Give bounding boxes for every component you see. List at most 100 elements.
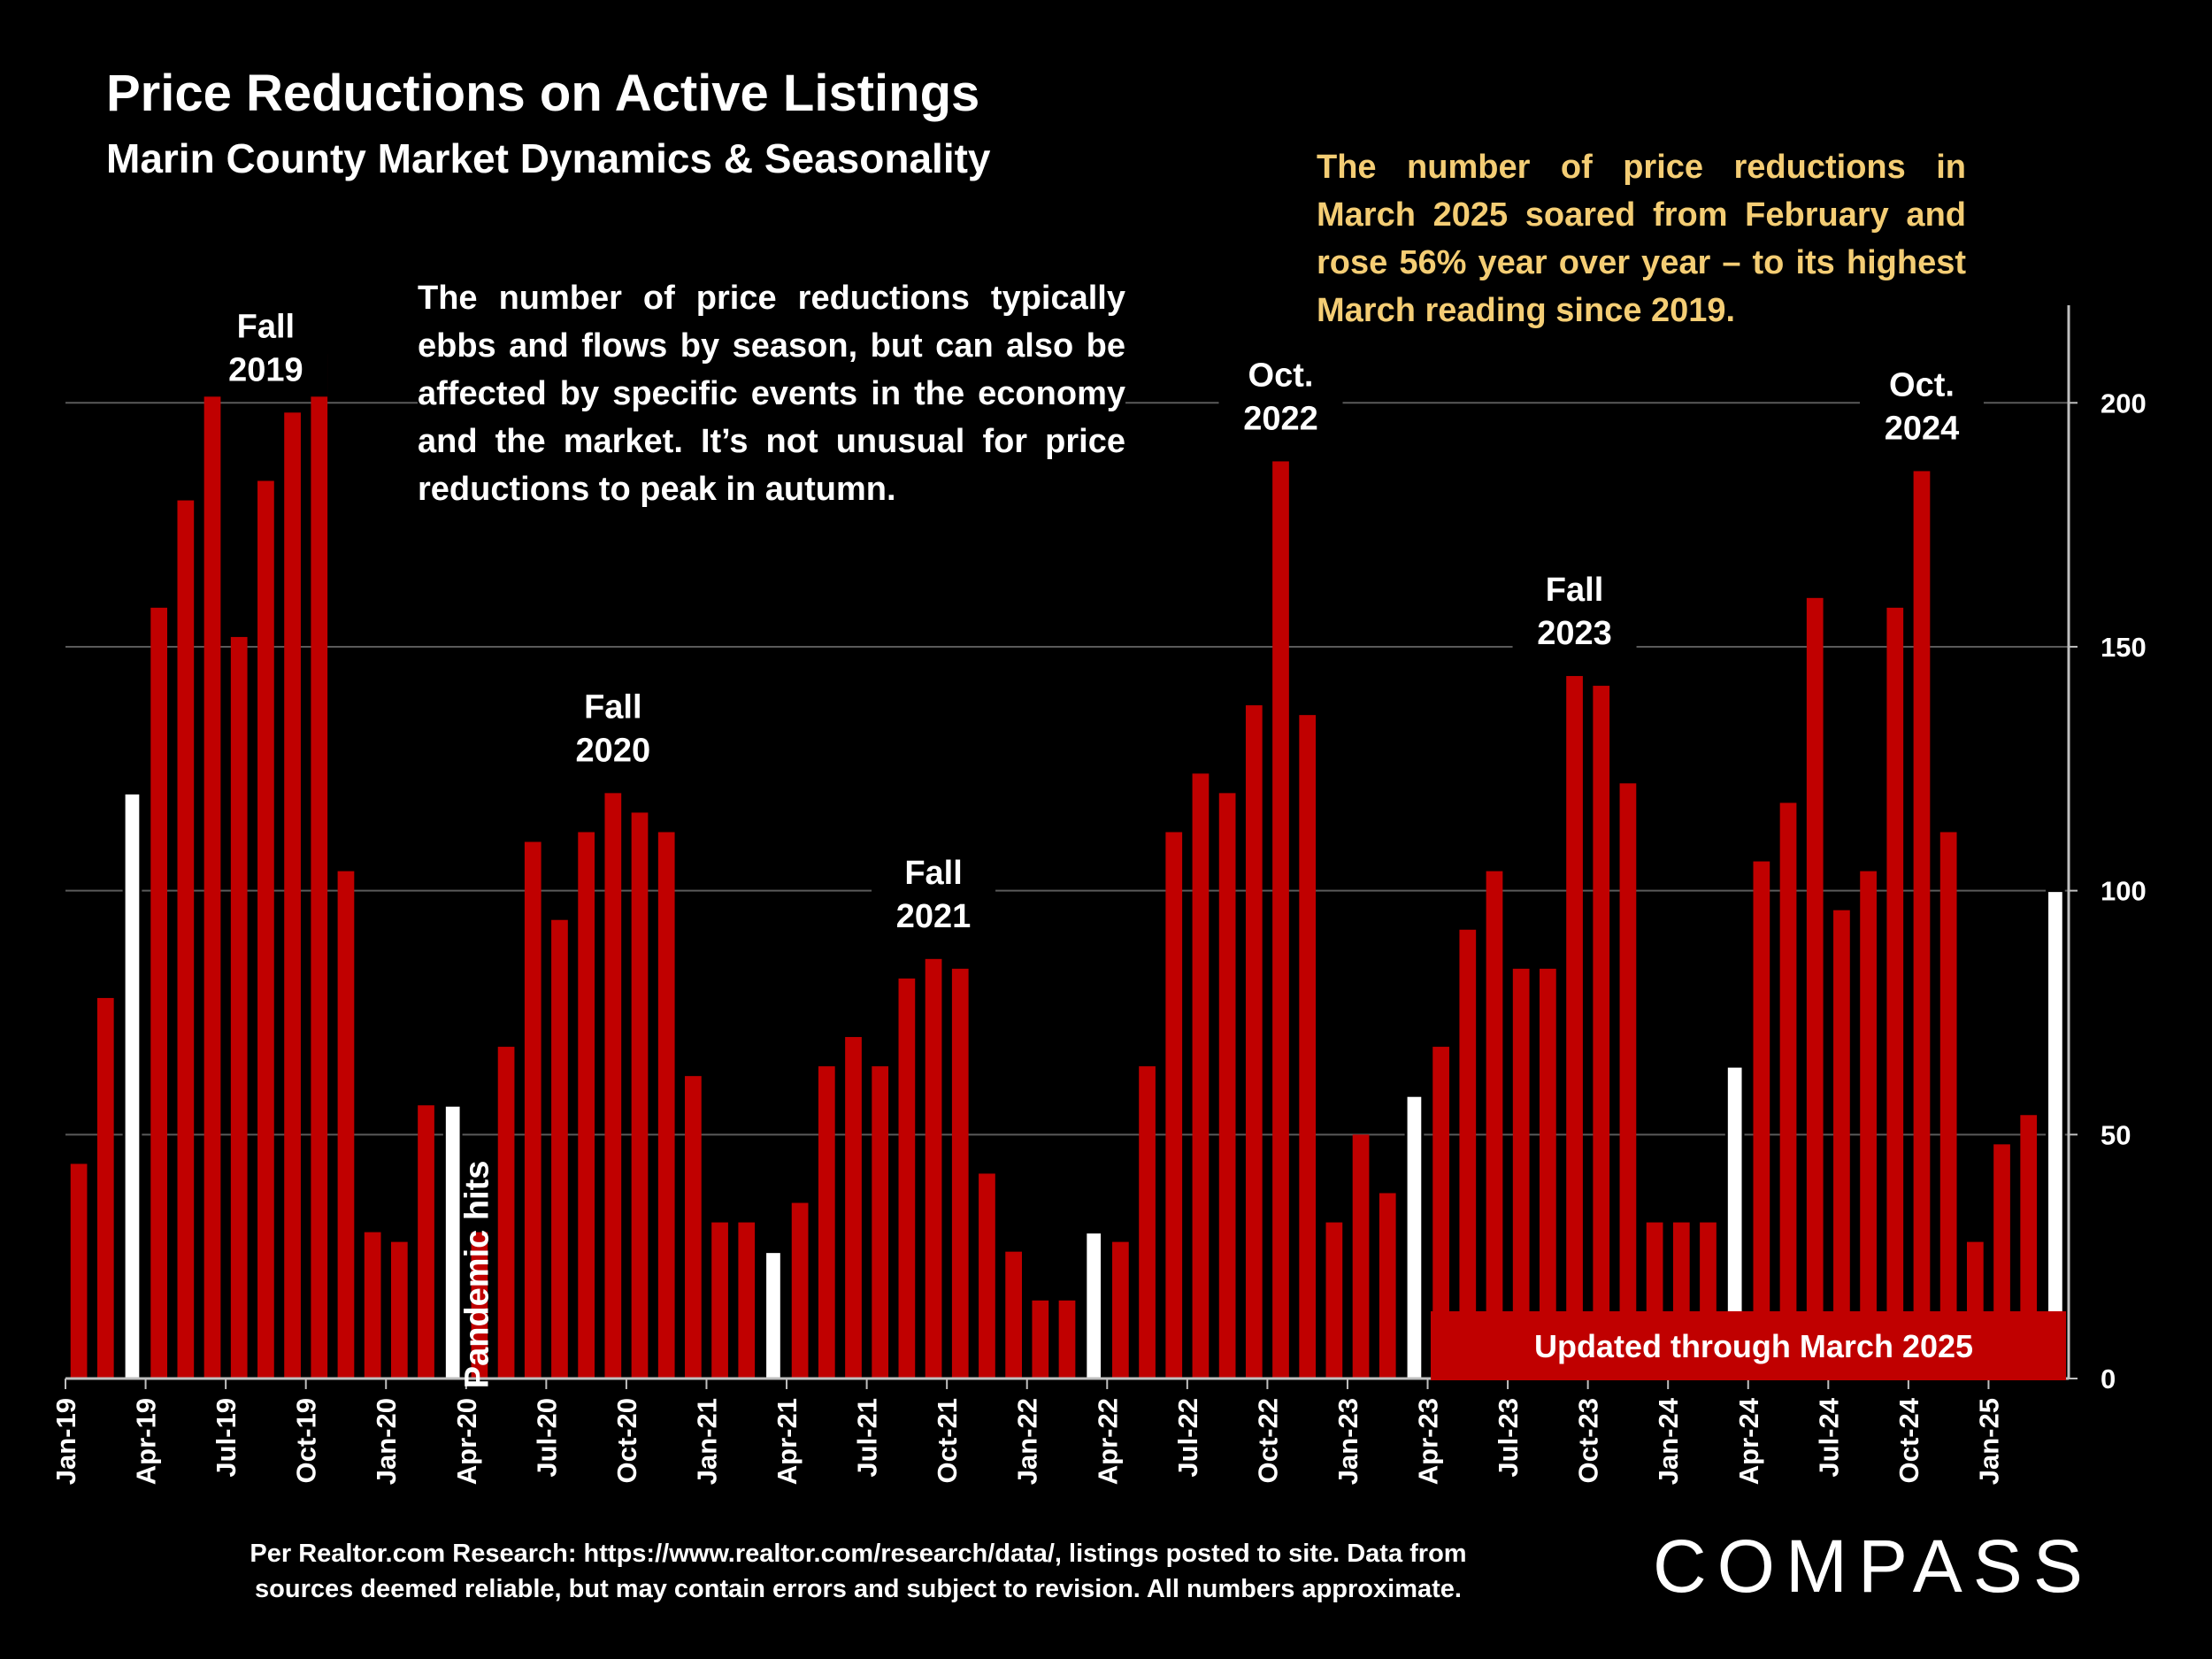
bar-Dec-20 xyxy=(685,1076,702,1379)
annotation-backdrop xyxy=(1512,563,1637,661)
y-tick-150: 150 xyxy=(2101,632,2147,663)
x-tick-Jan-24: Jan-24 xyxy=(1653,1397,1684,1485)
x-tick-Oct-23: Oct-23 xyxy=(1573,1398,1604,1483)
compass-logo: COMPASS xyxy=(1653,1525,2093,1608)
annotation-fall-2020: Fall 2020 xyxy=(550,680,675,778)
annotation-line: 2021 xyxy=(896,898,972,935)
annotations: Fall 2019 Pandemic hits Fall 2020 Fall 2021 Oct… xyxy=(204,299,1984,1388)
bar-Feb-20 xyxy=(418,1105,434,1379)
bar-Oct-24 xyxy=(1913,471,1931,1379)
bar-Sep-20 xyxy=(604,793,622,1379)
bar-Jan-19 xyxy=(70,1164,88,1379)
bar-Nov-19 xyxy=(337,871,355,1379)
bar-Jun-19 xyxy=(204,329,221,1379)
bars xyxy=(70,329,2065,1380)
source-line-1: Per Realtor.com Research: https://www.re… xyxy=(250,1540,1467,1568)
source-line-2: sources deemed reliable, but may contain… xyxy=(255,1575,1462,1603)
bar-Aug-19 xyxy=(257,480,274,1379)
bar-Apr-19 xyxy=(150,607,168,1379)
x-tick-Apr-23: Apr-23 xyxy=(1413,1398,1444,1485)
bar-Jun-20 xyxy=(524,841,541,1379)
x-tick-Jan-25: Jan-25 xyxy=(1973,1398,2004,1485)
bar-Nov-20 xyxy=(657,832,675,1379)
annotation-line: Oct. xyxy=(1248,357,1314,394)
bar-Oct-21 xyxy=(951,968,969,1379)
bar-Mar-19 xyxy=(122,791,142,1380)
bar-Feb-21 xyxy=(738,1222,756,1379)
annotation-line: Oct. xyxy=(1889,366,1955,403)
annotation-backdrop xyxy=(1859,357,1984,456)
bar-Mar-25 xyxy=(2046,889,2065,1380)
annotation-line: 2022 xyxy=(1243,400,1318,437)
x-tick-Oct-19: Oct-19 xyxy=(291,1398,322,1483)
update-banner: Updated through March 2025 xyxy=(1431,1311,2066,1380)
bar-Oct-19 xyxy=(311,354,328,1379)
bar-May-19 xyxy=(177,500,195,1379)
x-tick-Oct-22: Oct-22 xyxy=(1252,1398,1283,1483)
bar-May-21 xyxy=(818,1066,835,1379)
bar-Jun-23 xyxy=(1486,871,1503,1379)
x-tick-Oct-20: Oct-20 xyxy=(611,1398,642,1483)
y-tick-100: 100 xyxy=(2101,876,2147,907)
bar-Nov-22 xyxy=(1299,715,1317,1379)
x-tick-Jul-19: Jul-19 xyxy=(211,1398,242,1478)
bar-Jan-23 xyxy=(1352,1134,1370,1379)
page-subtitle: Marin County Market Dynamics & Seasonali… xyxy=(106,135,991,181)
bar-May-22 xyxy=(1139,1066,1156,1379)
annotation-line: Fall xyxy=(584,688,641,726)
bar-Apr-20 xyxy=(471,1232,488,1379)
bar-Dec-21 xyxy=(1005,1251,1022,1379)
y-axis: 0 50 100 150 200 xyxy=(2067,305,2147,1394)
annotation-line: 2024 xyxy=(1885,410,1960,447)
bar-Nov-21 xyxy=(979,1173,995,1379)
bar-Sep-19 xyxy=(284,412,301,1379)
bar-Feb-22 xyxy=(1058,1300,1076,1379)
bar-Oct-23 xyxy=(1593,686,1610,1379)
annotation-line: Fall xyxy=(237,308,295,345)
bar-Jun-24 xyxy=(1806,597,1824,1379)
bar-Jul-22 xyxy=(1192,773,1210,1379)
x-tick-Jan-23: Jan-23 xyxy=(1333,1398,1363,1485)
bar-Sep-23 xyxy=(1566,676,1583,1379)
bar-Mar-23 xyxy=(1404,1094,1425,1380)
annotation-fall-2019: Fall 2019 xyxy=(204,299,328,397)
x-tick-Oct-24: Oct-24 xyxy=(1893,1397,1924,1483)
bar-Sep-24 xyxy=(1886,607,1904,1379)
x-tick-Apr-21: Apr-21 xyxy=(772,1398,803,1485)
x-tick-Apr-19: Apr-19 xyxy=(131,1398,162,1485)
x-tick-Oct-21: Oct-21 xyxy=(932,1398,963,1483)
bar-Jan-20 xyxy=(390,1241,408,1379)
y-tick-200: 200 xyxy=(2101,388,2147,419)
bar-Dec-19 xyxy=(364,1232,381,1379)
annotation-line: 2019 xyxy=(228,351,303,388)
bar-Apr-24 xyxy=(1753,861,1770,1379)
x-axis: Jan-19 Apr-19 Jul-19 Oct-19 Jan-20 Apr-20 Jul-… xyxy=(50,1377,2069,1485)
bar-Jul-20 xyxy=(551,919,568,1379)
y-tick-0: 0 xyxy=(2101,1363,2116,1394)
annotation-line: Fall xyxy=(904,855,962,892)
x-tick-Jan-22: Jan-22 xyxy=(1012,1398,1043,1485)
x-tick-Apr-24: Apr-24 xyxy=(1733,1397,1764,1485)
page-title: Price Reductions on Active Listings xyxy=(106,65,980,122)
annotation-fall-2021: Fall 2021 xyxy=(872,845,996,943)
bar-Jul-19 xyxy=(230,636,248,1379)
update-banner-background xyxy=(1431,1311,2066,1380)
bar-Jan-22 xyxy=(1032,1300,1049,1379)
bar-Feb-19 xyxy=(96,997,114,1379)
bar-Aug-21 xyxy=(898,978,916,1379)
bar-Oct-20 xyxy=(631,812,649,1379)
seasonality-callout: The number of price reductions typically… xyxy=(418,274,1125,513)
annotation-backdrop xyxy=(1218,348,1343,446)
y-tick-50: 50 xyxy=(2101,1119,2131,1150)
bar-Mar-21 xyxy=(764,1250,783,1380)
bar-May-20 xyxy=(497,1047,515,1379)
annotation-backdrop xyxy=(204,299,328,397)
x-tick-Jan-19: Jan-19 xyxy=(50,1398,81,1485)
x-tick-Apr-20: Apr-20 xyxy=(451,1398,482,1485)
bar-Aug-23 xyxy=(1540,968,1556,1379)
bar-Aug-22 xyxy=(1218,793,1236,1379)
bar-Sep-22 xyxy=(1245,705,1263,1379)
bar-Jun-22 xyxy=(1165,832,1183,1379)
bar-Jul-23 xyxy=(1512,968,1530,1379)
